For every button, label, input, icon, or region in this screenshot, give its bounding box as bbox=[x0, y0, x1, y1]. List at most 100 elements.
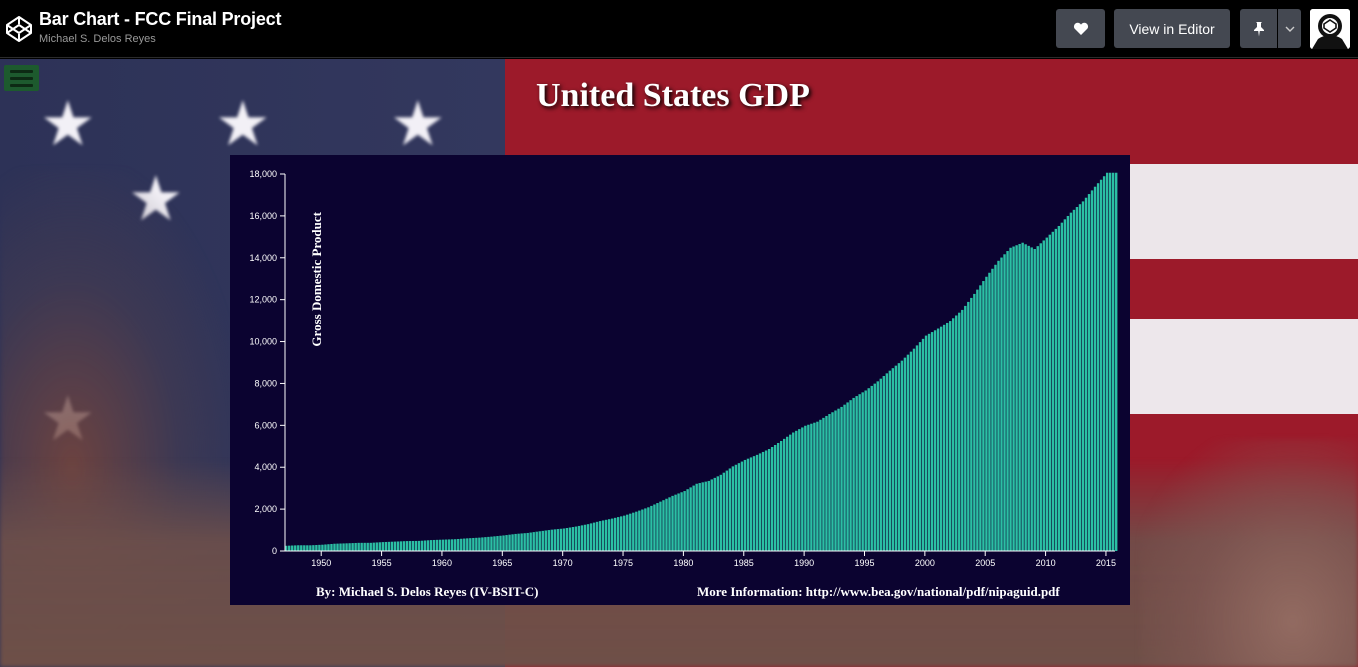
gdp-bar[interactable] bbox=[725, 470, 729, 551]
gdp-bar[interactable] bbox=[1051, 231, 1055, 551]
gdp-bar[interactable] bbox=[1090, 190, 1094, 551]
gdp-bar[interactable] bbox=[858, 394, 861, 551]
gdp-bar[interactable] bbox=[547, 530, 550, 551]
gdp-bar[interactable] bbox=[861, 392, 864, 551]
gdp-bar[interactable] bbox=[737, 463, 741, 551]
gdp-bar[interactable] bbox=[722, 472, 726, 551]
gdp-bar[interactable] bbox=[964, 305, 967, 551]
gdp-bar[interactable] bbox=[641, 509, 644, 551]
gdp-bar[interactable] bbox=[843, 404, 846, 551]
view-in-editor-button[interactable]: View in Editor bbox=[1114, 9, 1230, 48]
gdp-bar[interactable] bbox=[958, 312, 961, 551]
gdp-bar[interactable] bbox=[728, 468, 732, 551]
gdp-bar[interactable] bbox=[1015, 245, 1018, 551]
gdp-bar[interactable] bbox=[740, 461, 744, 551]
gdp-bar[interactable] bbox=[813, 422, 816, 551]
gdp-bar[interactable] bbox=[924, 335, 928, 551]
gdp-bar[interactable] bbox=[620, 516, 623, 551]
gdp-bar[interactable] bbox=[1009, 247, 1012, 551]
gdp-bar[interactable] bbox=[357, 542, 360, 551]
gdp-bar[interactable] bbox=[451, 539, 454, 551]
gdp-bar[interactable] bbox=[375, 542, 378, 551]
gdp-bar[interactable] bbox=[402, 541, 406, 551]
gdp-bar[interactable] bbox=[961, 309, 964, 551]
gdp-bar[interactable] bbox=[955, 315, 958, 551]
gdp-bar[interactable] bbox=[426, 540, 430, 551]
gdp-bar[interactable] bbox=[979, 285, 982, 551]
gdp-bar[interactable] bbox=[749, 457, 753, 551]
gdp-bar[interactable] bbox=[701, 482, 704, 551]
gdp-bar[interactable] bbox=[469, 538, 472, 551]
gdp-bar[interactable] bbox=[1048, 234, 1052, 551]
gdp-bar[interactable] bbox=[668, 497, 671, 551]
gdp-bar[interactable] bbox=[840, 406, 843, 551]
gdp-bar[interactable] bbox=[1060, 222, 1064, 551]
gdp-bar[interactable] bbox=[933, 330, 937, 551]
gdp-bar[interactable] bbox=[300, 545, 303, 551]
gdp-bar[interactable] bbox=[1075, 207, 1079, 551]
gdp-bar[interactable] bbox=[1036, 246, 1039, 551]
gdp-bar[interactable] bbox=[903, 357, 907, 551]
gdp-bar[interactable] bbox=[580, 525, 584, 551]
gdp-bar[interactable] bbox=[656, 503, 659, 551]
hamburger-menu-icon[interactable] bbox=[4, 65, 39, 91]
gdp-bar[interactable] bbox=[816, 421, 819, 551]
gdp-bar[interactable] bbox=[939, 326, 943, 551]
gdp-bar[interactable] bbox=[698, 483, 701, 551]
gdp-bar[interactable] bbox=[613, 517, 617, 551]
gdp-bar[interactable] bbox=[674, 494, 677, 551]
gdp-bar[interactable] bbox=[291, 545, 294, 551]
gdp-bar[interactable] bbox=[1084, 197, 1088, 551]
gdp-bar[interactable] bbox=[318, 544, 321, 551]
gdp-bar[interactable] bbox=[918, 342, 922, 551]
gdp-bar[interactable] bbox=[438, 539, 442, 551]
pin-button[interactable] bbox=[1240, 9, 1277, 48]
gdp-bar[interactable] bbox=[294, 545, 297, 551]
gdp-bar[interactable] bbox=[659, 501, 662, 551]
gdp-bar[interactable] bbox=[315, 545, 318, 551]
gdp-bar[interactable] bbox=[1000, 257, 1003, 551]
source-link[interactable]: More Information: http://www.bea.gov/nat… bbox=[697, 584, 1060, 599]
gdp-bar[interactable] bbox=[882, 376, 886, 551]
gdp-bar[interactable] bbox=[405, 541, 409, 551]
gdp-bar[interactable] bbox=[592, 522, 596, 551]
gdp-bar[interactable] bbox=[520, 533, 523, 551]
gdp-bar[interactable] bbox=[1012, 246, 1015, 552]
gdp-bar[interactable] bbox=[601, 520, 605, 551]
gdp-bar[interactable] bbox=[384, 541, 388, 551]
gdp-bar[interactable] bbox=[598, 521, 602, 551]
gdp-bar[interactable] bbox=[773, 444, 777, 551]
gdp-bar[interactable] bbox=[764, 450, 768, 551]
gdp-bar[interactable] bbox=[713, 477, 716, 551]
gdp-bar[interactable] bbox=[876, 381, 879, 551]
gdp-bar[interactable] bbox=[354, 542, 357, 551]
gdp-bar[interactable] bbox=[825, 415, 828, 551]
gdp-bar[interactable] bbox=[1102, 176, 1106, 552]
gdp-bar[interactable] bbox=[475, 537, 478, 551]
gdp-bar[interactable] bbox=[586, 524, 590, 551]
gdp-bar[interactable] bbox=[804, 425, 807, 551]
codepen-logo-icon[interactable] bbox=[5, 15, 33, 43]
gdp-bar[interactable] bbox=[665, 498, 668, 551]
gdp-bar[interactable] bbox=[399, 541, 403, 551]
gdp-bar[interactable] bbox=[360, 542, 363, 551]
gdp-bar[interactable] bbox=[303, 545, 306, 551]
gdp-bar[interactable] bbox=[321, 544, 324, 551]
pen-author[interactable]: Michael S. Delos Reyes bbox=[39, 33, 156, 45]
gdp-bar[interactable] bbox=[758, 453, 762, 551]
gdp-bar[interactable] bbox=[526, 532, 529, 551]
gdp-bar[interactable] bbox=[595, 521, 599, 551]
gdp-bar[interactable] bbox=[460, 538, 463, 551]
gdp-bar[interactable] bbox=[559, 528, 563, 551]
gdp-bar[interactable] bbox=[1045, 237, 1048, 551]
gdp-bar[interactable] bbox=[496, 536, 499, 551]
gdp-bar[interactable] bbox=[867, 388, 870, 551]
gdp-bar[interactable] bbox=[342, 543, 345, 551]
gdp-bar[interactable] bbox=[942, 324, 946, 551]
gdp-bar[interactable] bbox=[743, 459, 747, 551]
gdp-bar[interactable] bbox=[632, 512, 635, 551]
gdp-bar[interactable] bbox=[330, 543, 333, 551]
gdp-bar[interactable] bbox=[792, 432, 795, 552]
gdp-bar[interactable] bbox=[550, 529, 554, 551]
gdp-bar[interactable] bbox=[1021, 242, 1024, 551]
